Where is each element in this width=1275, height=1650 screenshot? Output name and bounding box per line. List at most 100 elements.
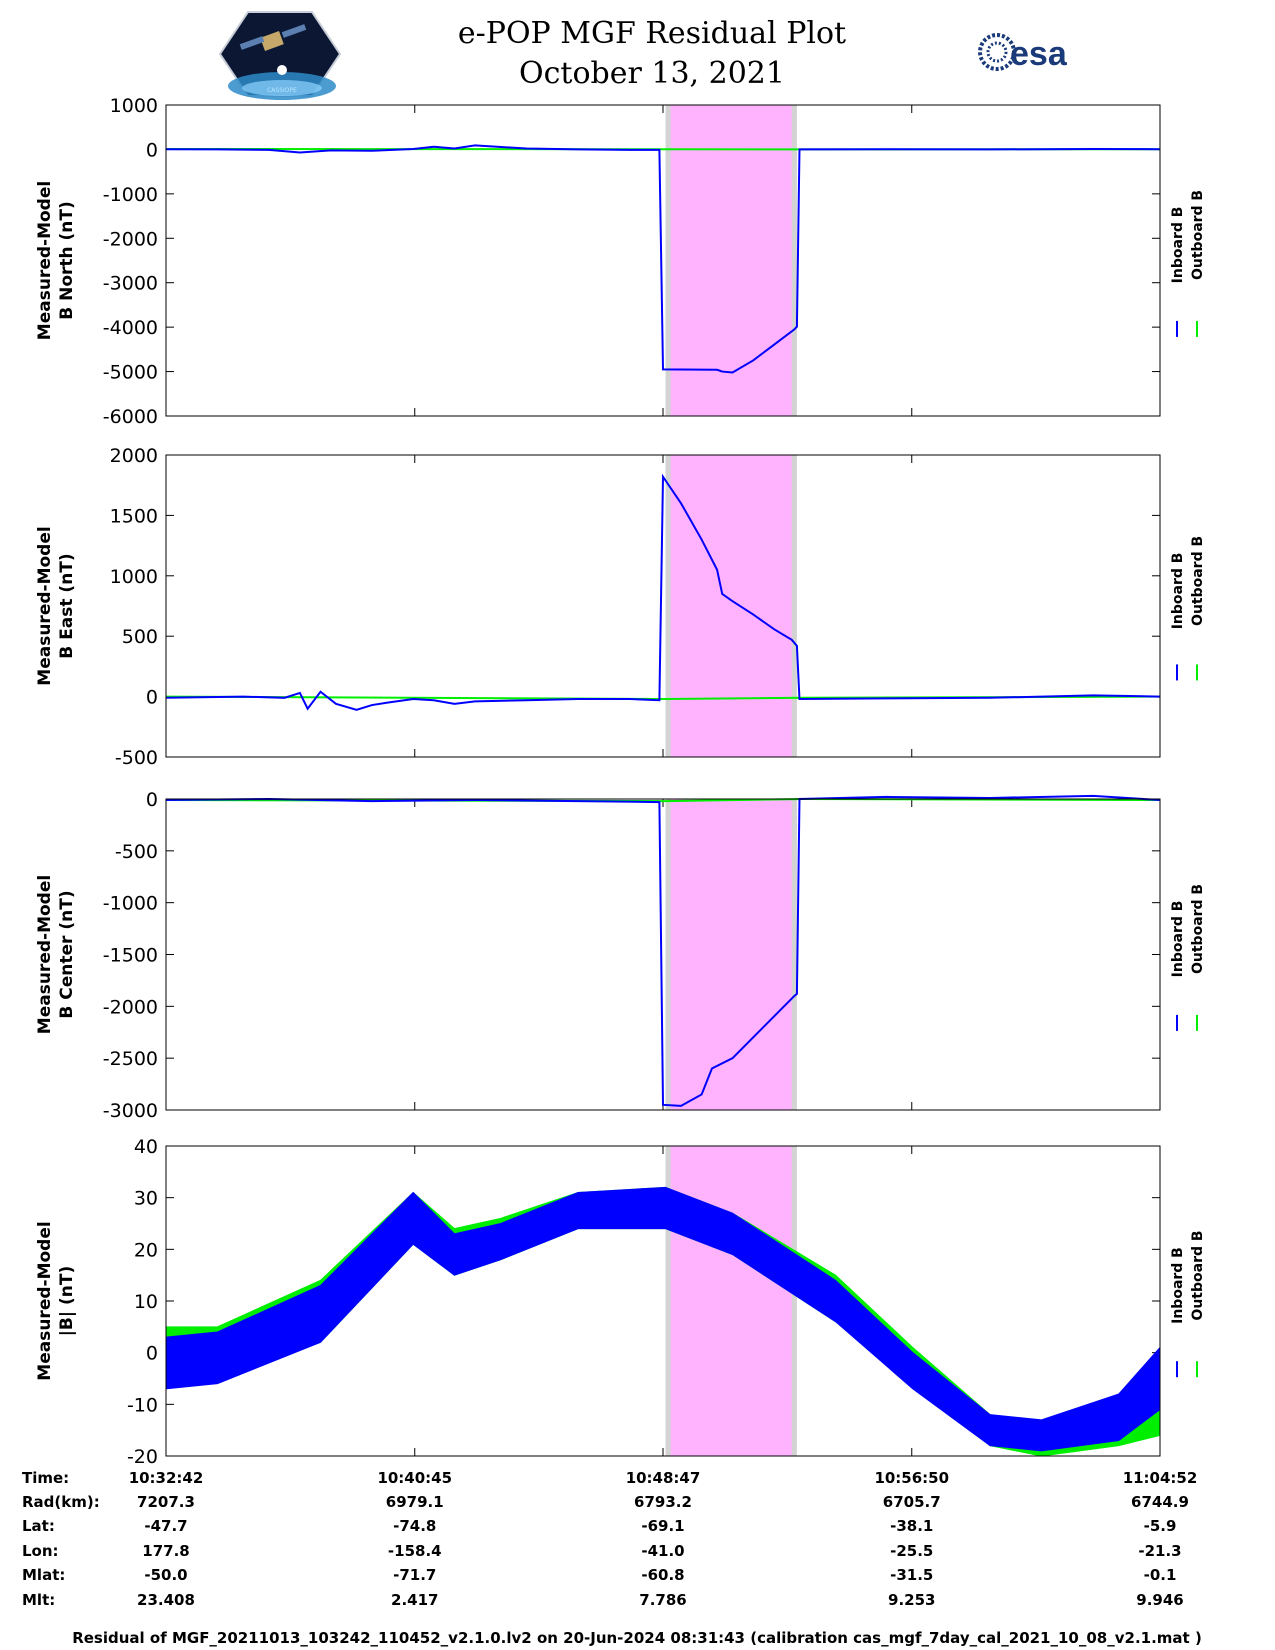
y-tick-label: 1000 xyxy=(110,95,158,117)
y-tick-label: -1000 xyxy=(103,184,158,206)
orbit-row-label: Time: xyxy=(22,1469,69,1487)
plot-frame xyxy=(165,1145,1161,1457)
orbit-cell: 7207.3 xyxy=(137,1493,195,1511)
orbit-cell: 7.786 xyxy=(639,1591,686,1609)
orbit-cell: 6744.9 xyxy=(1131,1493,1189,1511)
orbit-cell: 10:56:50 xyxy=(874,1469,949,1487)
panel-b-north: 1000 0 -1000 -2000 -3000 -4000 -5000 -6000 Measu… xyxy=(35,95,1206,428)
legend-outboard-label: Outboard B xyxy=(1190,190,1206,280)
orbit-cell: 10:32:42 xyxy=(129,1469,204,1487)
orbit-cell: -31.5 xyxy=(890,1566,933,1584)
orbit-cell: 9.946 xyxy=(1136,1591,1183,1609)
orbit-cell: 6705.7 xyxy=(883,1493,941,1511)
panel-b-magnitude: 40 30 20 10 0 -10 -20 Measured-Model |B| (nT) Inb… xyxy=(35,1136,1206,1468)
y-axis-label-line-2: B North (nT) xyxy=(57,201,77,320)
orbit-cell: -69.1 xyxy=(641,1517,684,1535)
shade-magenta xyxy=(670,105,792,416)
orbit-cell: 10:40:45 xyxy=(377,1469,452,1487)
y-tick-label: 30 xyxy=(134,1188,158,1210)
y-tick-label: -4000 xyxy=(103,317,158,339)
orbit-cell: -0.1 xyxy=(1144,1566,1177,1584)
orbit-table: Time: Rad(km): Lat: Lon: Mlat: Mlt: 10:32:42 72… xyxy=(22,1469,1197,1609)
y-tick-label: -500 xyxy=(115,747,158,769)
plot-frame xyxy=(165,798,1161,1111)
series-inboard-band xyxy=(165,1186,1161,1452)
orbit-cell: -158.4 xyxy=(388,1542,442,1560)
y-axis-label-line-2: B Center (nT) xyxy=(57,890,77,1018)
y-tick-label: 1500 xyxy=(110,505,158,527)
y-tick-label: -3000 xyxy=(103,273,158,295)
esa-logo: esa xyxy=(978,33,1068,73)
orbit-cell: 9.253 xyxy=(888,1591,935,1609)
series-inboard-line xyxy=(165,144,1161,374)
orbit-cell: 2.417 xyxy=(391,1591,438,1609)
series-inboard-line xyxy=(165,794,1161,1107)
orbit-cell: -41.0 xyxy=(641,1542,684,1560)
plot-frame xyxy=(165,454,1161,758)
y-tick-label: 40 xyxy=(134,1136,158,1158)
shade-magenta xyxy=(670,1146,792,1456)
y-axis-label-line-2: B East (nT) xyxy=(57,553,77,658)
legend-outboard-label: Outboard B xyxy=(1190,536,1206,626)
y-tick-label: -6000 xyxy=(103,406,158,428)
y-tick-label: 500 xyxy=(122,626,158,648)
orbit-cell: -47.7 xyxy=(144,1517,187,1535)
orbit-cell: -71.7 xyxy=(393,1566,436,1584)
y-tick-label: -500 xyxy=(115,841,158,863)
orbit-row-label: Mlt: xyxy=(22,1591,55,1609)
y-tick-label: 2000 xyxy=(110,445,158,467)
y-tick-label: -5000 xyxy=(103,362,158,384)
orbit-row-label: Rad(km): xyxy=(22,1493,100,1511)
orbit-row-label: Lon: xyxy=(22,1542,59,1560)
y-tick-label: -2000 xyxy=(103,996,158,1018)
y-tick-label: -2000 xyxy=(103,228,158,250)
y-tick-label: -1500 xyxy=(103,945,158,967)
y-tick-label: 0 xyxy=(146,139,158,161)
y-tick-label: 0 xyxy=(146,789,158,811)
left-logo-text: CASSIOPE xyxy=(267,87,297,94)
series-inboard-line xyxy=(165,473,1161,711)
orbit-cell: -74.8 xyxy=(393,1517,436,1535)
y-tick-label: 0 xyxy=(146,1343,158,1365)
title-line-2: October 13, 2021 xyxy=(519,56,785,91)
legend-outboard-label: Outboard B xyxy=(1190,884,1206,974)
legend-inboard-label: Inboard B xyxy=(1170,207,1186,284)
y-axis-label-line-1: Measured-Model xyxy=(35,1221,55,1380)
plot-frame xyxy=(165,104,1161,417)
orbit-cell: -21.3 xyxy=(1138,1542,1181,1560)
y-axis-label-line-2: |B| (nT) xyxy=(57,1266,77,1337)
footer-caption: Residual of MGF_20211013_103242_110452_v… xyxy=(72,1629,1202,1647)
y-tick-label: -20 xyxy=(127,1446,158,1468)
shade-magenta xyxy=(670,455,792,757)
legend-inboard-label: Inboard B xyxy=(1170,1247,1186,1324)
y-tick-label: -10 xyxy=(127,1394,158,1416)
left-logo: CASSIOPE xyxy=(218,11,342,100)
title-line-1: e-POP MGF Residual Plot xyxy=(458,16,846,51)
orbit-row-label: Lat: xyxy=(22,1517,55,1535)
y-tick-label: -3000 xyxy=(103,1100,158,1122)
orbit-cell: 10:48:47 xyxy=(626,1469,701,1487)
orbit-cell: -60.8 xyxy=(641,1566,684,1584)
legend-inboard-label: Inboard B xyxy=(1170,901,1186,978)
y-tick-label: -2500 xyxy=(103,1048,158,1070)
shade-magenta xyxy=(670,799,792,1110)
y-tick-label: -1000 xyxy=(103,893,158,915)
orbit-cell: 23.408 xyxy=(137,1591,195,1609)
orbit-cell: -38.1 xyxy=(890,1517,933,1535)
legend-inboard-label: Inboard B xyxy=(1170,553,1186,630)
orbit-cell: 177.8 xyxy=(142,1542,189,1560)
orbit-row-label: Mlat: xyxy=(22,1566,65,1584)
orbit-cell: -25.5 xyxy=(890,1542,933,1560)
y-tick-label: 0 xyxy=(146,687,158,709)
y-axis-label-line-1: Measured-Model xyxy=(35,526,55,685)
y-tick-label: 1000 xyxy=(110,566,158,588)
y-axis-label-line-1: Measured-Model xyxy=(35,181,55,340)
orbit-cell: 6793.2 xyxy=(634,1493,692,1511)
orbit-cell: 6979.1 xyxy=(386,1493,444,1511)
orbit-cell: -5.9 xyxy=(1144,1517,1177,1535)
esa-logo-text: esa xyxy=(1010,35,1068,73)
panel-b-center: 0 -500 -1000 -1500 -2000 -2500 -3000 Measured-M… xyxy=(35,789,1206,1122)
orbit-cell: -50.0 xyxy=(144,1566,187,1584)
orbit-cell: 11:04:52 xyxy=(1123,1469,1198,1487)
